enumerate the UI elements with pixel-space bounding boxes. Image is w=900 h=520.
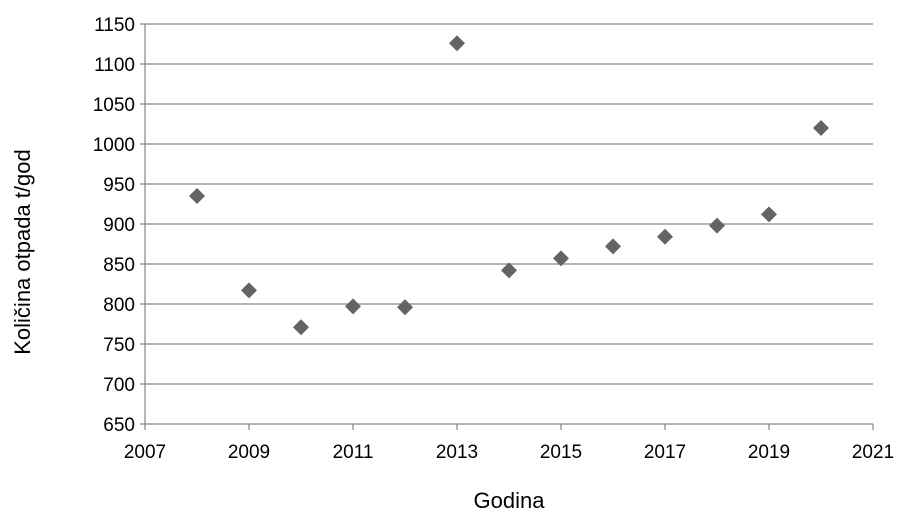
data-point-2012 [397, 299, 413, 316]
data-point-2018 [709, 217, 725, 234]
data-point-2014 [501, 262, 517, 279]
y-tick-label-900: 900 [103, 215, 135, 236]
x-tick-label-2013: 2013 [436, 442, 478, 463]
data-point-2016 [605, 238, 621, 255]
gridlines [145, 23, 873, 385]
axes [140, 23, 874, 430]
y-axis-title: Količina otpada t/god [10, 149, 35, 355]
x-axis-title: Godina [474, 488, 546, 513]
x-tick-label-2019: 2019 [748, 442, 790, 463]
y-tick-label-1150: 1150 [94, 15, 135, 36]
x-tick-label-2009: 2009 [228, 442, 270, 463]
data-point-2013 [449, 35, 465, 52]
x-tick-label-2015: 2015 [540, 442, 582, 463]
x-tick-label-2011: 2011 [333, 442, 374, 463]
data-point-2019 [761, 206, 777, 223]
y-tick-label-750: 750 [103, 335, 135, 356]
data-point-2017 [657, 228, 673, 245]
data-point-2015 [553, 250, 569, 267]
data-point-2009 [241, 282, 257, 299]
x-tick-label-2021: 2021 [852, 442, 894, 463]
y-tick-label-700: 700 [103, 375, 135, 396]
data-point-2020 [813, 120, 829, 136]
y-tick-label-1000: 1000 [93, 135, 135, 156]
y-tick-label-850: 850 [103, 255, 135, 276]
y-tick-label-1050: 1050 [93, 95, 135, 116]
data-point-2010 [293, 319, 309, 336]
tick-labels: 650 700 750 800 850 900 950 1000 1050 1100 1150 200… [93, 15, 894, 463]
x-tick-label-2007: 2007 [124, 442, 166, 463]
x-tick-label-2017: 2017 [644, 442, 686, 463]
y-tick-label-650: 650 [103, 415, 135, 436]
data-point-2008 [189, 188, 205, 204]
data-point-2011 [345, 298, 361, 315]
y-tick-label-800: 800 [103, 295, 135, 316]
y-tick-label-1100: 1100 [94, 55, 135, 76]
data-points [189, 35, 829, 336]
y-tick-label-950: 950 [103, 175, 135, 196]
